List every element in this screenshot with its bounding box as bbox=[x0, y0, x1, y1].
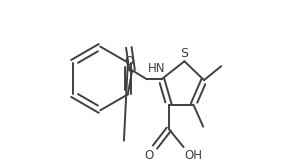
Text: HN: HN bbox=[148, 62, 166, 75]
Text: S: S bbox=[180, 47, 188, 60]
Text: O: O bbox=[144, 149, 153, 162]
Text: O: O bbox=[124, 55, 133, 68]
Text: OH: OH bbox=[185, 149, 202, 162]
